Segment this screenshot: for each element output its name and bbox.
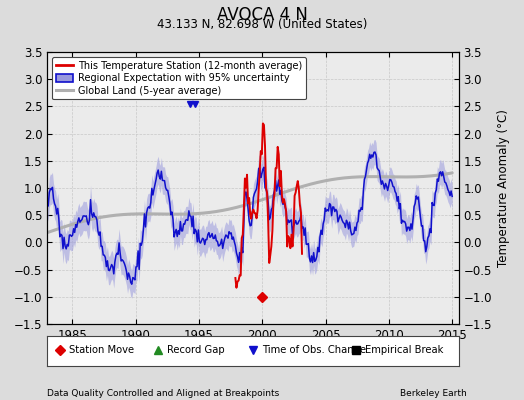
Text: AVOCA 4 N: AVOCA 4 N (216, 6, 308, 24)
Text: Empirical Break: Empirical Break (365, 345, 443, 355)
Text: Record Gap: Record Gap (167, 345, 225, 355)
Text: Data Quality Controlled and Aligned at Breakpoints: Data Quality Controlled and Aligned at B… (47, 389, 279, 398)
Text: Station Move: Station Move (69, 345, 134, 355)
Y-axis label: Temperature Anomaly (°C): Temperature Anomaly (°C) (497, 109, 510, 267)
Text: 43.133 N, 82.698 W (United States): 43.133 N, 82.698 W (United States) (157, 18, 367, 31)
Text: Time of Obs. Change: Time of Obs. Change (262, 345, 366, 355)
Text: Berkeley Earth: Berkeley Earth (400, 389, 466, 398)
Legend: This Temperature Station (12-month average), Regional Expectation with 95% uncer: This Temperature Station (12-month avera… (52, 57, 307, 100)
